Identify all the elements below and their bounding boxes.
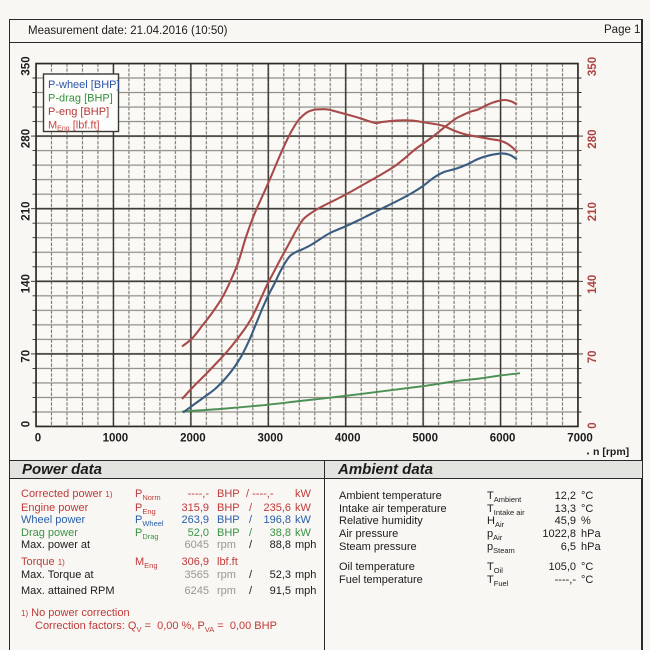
svg-text:210: 210	[587, 202, 599, 221]
svg-text:280: 280	[21, 129, 33, 148]
svg-text:5000: 5000	[412, 433, 438, 445]
svg-text:0: 0	[21, 421, 33, 427]
svg-text:6000: 6000	[490, 433, 516, 445]
svg-text:MEng [lbf.ft]: MEng [lbf.ft]	[48, 120, 100, 133]
svg-text:0: 0	[587, 422, 599, 428]
svg-text:350: 350	[21, 56, 33, 75]
svg-text:3000: 3000	[258, 433, 284, 445]
svg-text:280: 280	[587, 130, 599, 149]
svg-text:210: 210	[21, 202, 33, 221]
svg-text:140: 140	[21, 274, 33, 293]
svg-text:P-drag [BHP]: P-drag [BHP]	[48, 93, 113, 105]
svg-text:70: 70	[21, 350, 33, 363]
svg-text:7000: 7000	[567, 433, 593, 445]
svg-text:0: 0	[35, 433, 41, 445]
svg-text:n [rpm]: n [rpm]	[593, 446, 629, 458]
svg-text:P-eng [BHP]: P-eng [BHP]	[48, 106, 109, 118]
svg-text:P-wheel [BHP]: P-wheel [BHP]	[48, 79, 120, 91]
svg-text:70: 70	[587, 351, 599, 364]
svg-text:350: 350	[587, 57, 599, 76]
svg-text:140: 140	[587, 275, 599, 294]
svg-text:2000: 2000	[180, 433, 206, 445]
svg-text:1000: 1000	[103, 433, 129, 445]
svg-text:4000: 4000	[335, 433, 361, 445]
